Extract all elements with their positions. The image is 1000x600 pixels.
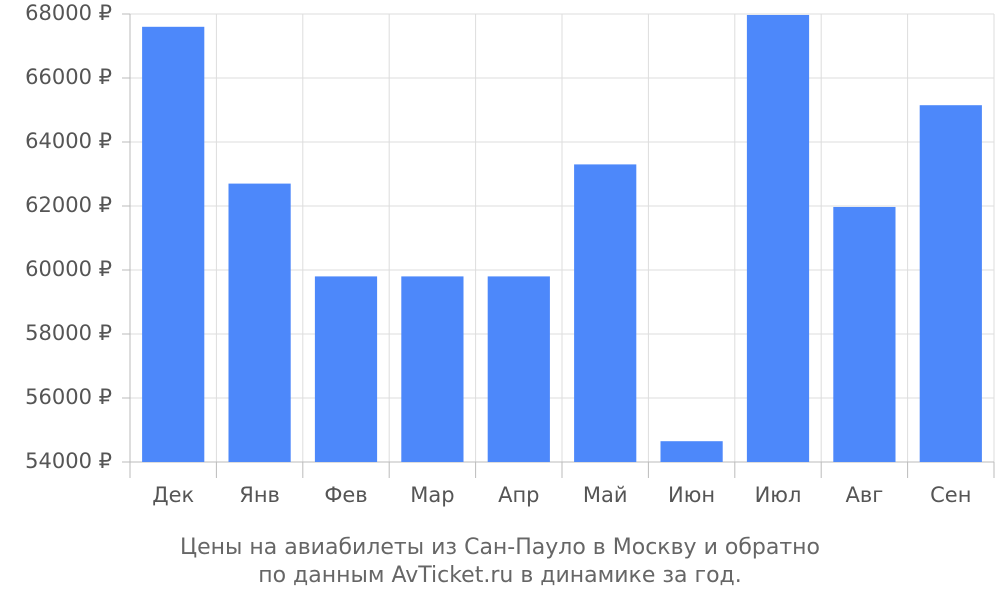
bar [401, 276, 464, 462]
y-tick-label: 62000 ₽ [25, 193, 112, 217]
x-tick-label: Дек [152, 483, 194, 507]
bar [746, 14, 810, 463]
y-tick-label: 54000 ₽ [25, 449, 112, 473]
x-tick-label: Июл [755, 483, 802, 507]
bar [487, 276, 550, 462]
x-tick-label: Апр [498, 483, 539, 507]
chart-title: Цены на авиабилеты из Сан-Пауло в Москву… [180, 535, 820, 560]
y-tick-label: 56000 ₽ [25, 385, 112, 409]
x-tick-label: Сен [930, 483, 971, 507]
chart-title: по данным AvTicket.ru в динамике за год. [258, 563, 742, 588]
bar [660, 441, 723, 462]
bar [314, 276, 378, 462]
bar [142, 26, 205, 463]
x-tick-label: Фев [324, 483, 367, 507]
bar [833, 206, 896, 462]
y-tick-label: 64000 ₽ [25, 129, 112, 153]
x-tick-label: Июн [668, 483, 715, 507]
bar [919, 105, 982, 462]
y-tick-label: 66000 ₽ [25, 65, 112, 89]
bar [228, 183, 291, 462]
x-tick-label: Янв [239, 483, 280, 507]
x-tick-label: Май [583, 483, 628, 507]
x-tick-label: Авг [846, 483, 884, 507]
bar [574, 164, 637, 462]
y-tick-label: 68000 ₽ [25, 1, 112, 25]
y-tick-label: 58000 ₽ [25, 321, 112, 345]
x-tick-label: Мар [410, 483, 454, 507]
y-tick-label: 60000 ₽ [25, 257, 112, 281]
